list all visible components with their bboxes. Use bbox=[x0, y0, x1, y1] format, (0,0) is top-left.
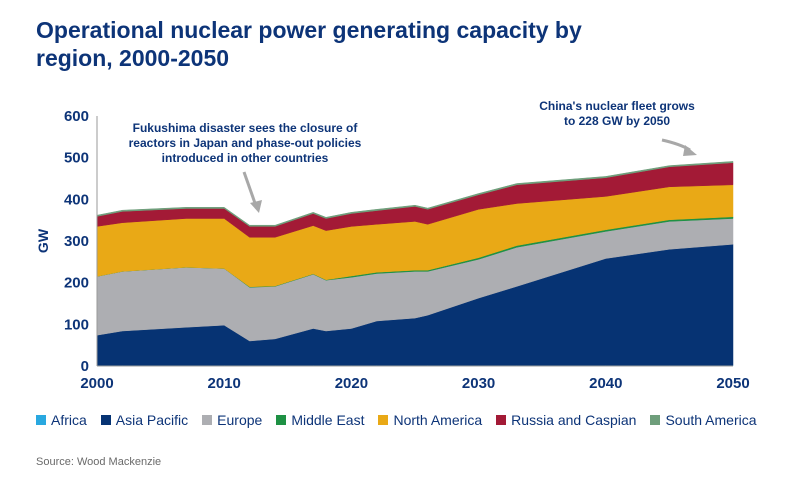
annotation-china-line: China's nuclear fleet grows bbox=[539, 99, 695, 113]
x-tick-label: 2030 bbox=[462, 375, 495, 392]
legend-item: Russia and Caspian bbox=[496, 412, 636, 428]
legend-label: Asia Pacific bbox=[115, 412, 189, 428]
legend-item: Europe bbox=[202, 412, 262, 428]
arrow-head-icon bbox=[250, 200, 262, 213]
area-south-america bbox=[96, 161, 734, 227]
annotation-china-line: to 228 GW by 2050 bbox=[564, 114, 670, 128]
legend-label: Europe bbox=[217, 412, 263, 428]
y-tick-label: 100 bbox=[64, 316, 89, 333]
legend-item: Asia Pacific bbox=[100, 412, 189, 428]
annotation-fukushima-line: introduced in other countries bbox=[162, 151, 329, 165]
legend-swatch bbox=[36, 415, 46, 425]
x-tick-label: 2000 bbox=[80, 375, 113, 392]
legend-item: Middle East bbox=[276, 412, 364, 428]
x-tick-label: 2010 bbox=[208, 375, 241, 392]
legend-item: Africa bbox=[36, 412, 87, 428]
legend-label: South America bbox=[665, 412, 757, 428]
x-tick-label: 2050 bbox=[716, 375, 749, 392]
legend-label: Russia and Caspian bbox=[511, 412, 637, 428]
legend-label: Middle East bbox=[291, 412, 365, 428]
y-axis-label: GW bbox=[35, 228, 51, 253]
annotation-fukushima-line: Fukushima disaster sees the closure of bbox=[133, 121, 359, 135]
y-tick-label: 500 bbox=[64, 150, 89, 167]
legend-swatch bbox=[202, 415, 213, 425]
legend-swatch bbox=[378, 415, 389, 425]
y-tick-label: 300 bbox=[64, 233, 89, 250]
annotation-fukushima-line: reactors in Japan and phase-out policies bbox=[129, 136, 362, 150]
legend: Africa Asia Pacific Europe Middle East North… bbox=[36, 412, 757, 428]
legend-swatch bbox=[100, 415, 111, 425]
y-tick-label: 200 bbox=[64, 275, 89, 292]
legend-swatch bbox=[650, 415, 661, 425]
arrow-head-icon bbox=[683, 145, 697, 156]
x-tick-label: 2040 bbox=[589, 375, 622, 392]
legend-swatch bbox=[276, 415, 287, 425]
y-tick-label: 0 bbox=[81, 358, 89, 375]
annotation-arrow bbox=[242, 171, 258, 207]
legend-swatch bbox=[496, 415, 507, 425]
chart-title: Operational nuclear power generating cap… bbox=[36, 17, 582, 71]
y-tick-label: 600 bbox=[64, 108, 89, 125]
legend-label: Africa bbox=[51, 412, 87, 428]
x-tick-label: 2020 bbox=[335, 375, 368, 392]
legend-item: North America bbox=[378, 412, 482, 428]
legend-item: South America bbox=[650, 412, 757, 428]
source-note: Source: Wood Mackenzie bbox=[36, 456, 162, 468]
y-tick-label: 400 bbox=[64, 191, 89, 208]
legend-label: North America bbox=[393, 412, 483, 428]
